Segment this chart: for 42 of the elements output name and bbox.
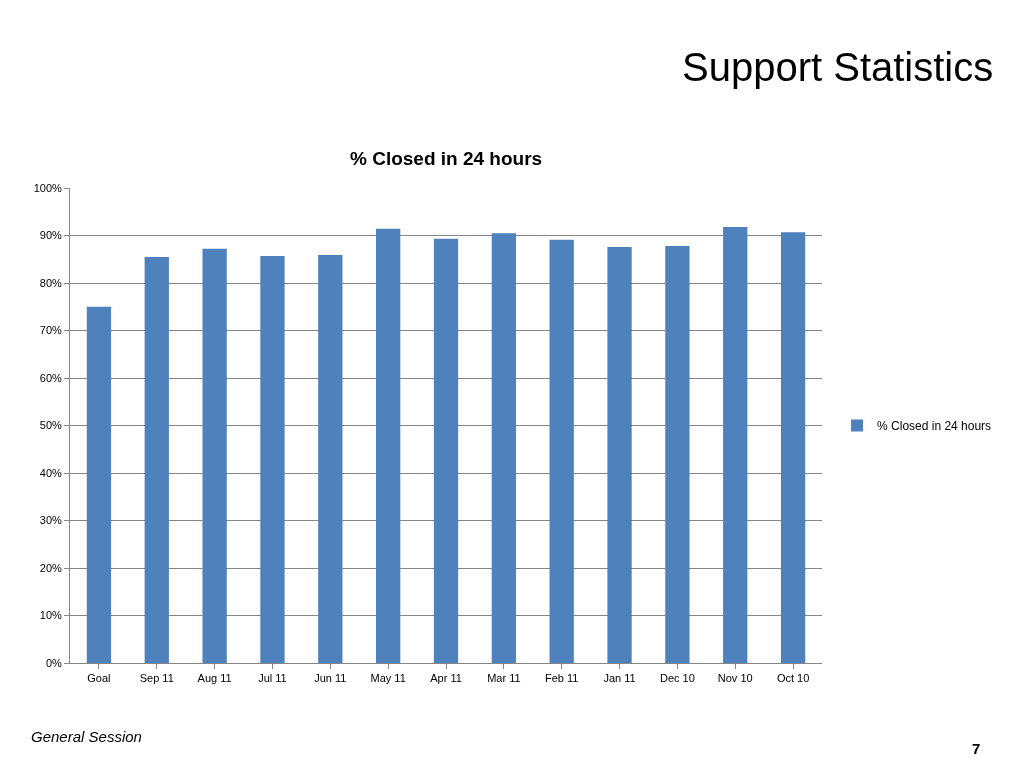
x-tick-label: Apr 11 (430, 672, 462, 685)
bar (318, 254, 343, 663)
bar (144, 256, 169, 663)
bar (491, 233, 516, 663)
chart-subtitle: % Closed in 24 hours (350, 148, 543, 169)
x-tick-label: Sep 11 (139, 672, 174, 685)
y-tick-label: 50% (39, 419, 62, 432)
bar (665, 245, 690, 663)
bar (260, 255, 285, 663)
y-tick-label: 100% (33, 181, 63, 194)
bar (780, 232, 806, 663)
bar (607, 246, 632, 663)
legend-label: % Closed in 24 hours (877, 419, 992, 434)
bar (723, 226, 748, 663)
text: 7 (972, 740, 981, 757)
x-tick-label: May 11 (370, 672, 406, 685)
y-tick-label: 10% (39, 609, 62, 622)
bar (433, 238, 459, 663)
y-tick-label: 30% (39, 514, 62, 527)
x-tick-label: Aug 11 (197, 672, 232, 685)
y-tick-label: 0% (45, 656, 63, 669)
text: General Session (31, 728, 142, 745)
y-tick-label: 20% (39, 561, 62, 574)
x-tick-label: Jan 11 (603, 672, 636, 685)
x-tick-label: Jun 11 (314, 672, 347, 685)
bar (549, 239, 574, 663)
x-tick-label: Goal (87, 672, 111, 685)
y-tick-label: 40% (39, 466, 62, 479)
x-tick-label: Nov 10 (717, 672, 753, 685)
bar (86, 306, 112, 663)
x-tick-label: Feb 11 (544, 672, 579, 685)
y-tick-label: 70% (39, 324, 62, 337)
x-tick-label: Jul 11 (258, 672, 287, 685)
chart-title: Support Statistics (682, 45, 994, 89)
y-tick-label: 90% (39, 229, 62, 242)
x-tick-label: Oct 10 (776, 672, 810, 685)
bar (376, 228, 401, 663)
y-tick-label: 80% (39, 276, 62, 289)
bar (202, 248, 227, 663)
x-tick-label: Dec 10 (659, 672, 695, 685)
x-tick-label: Mar 11 (487, 672, 521, 685)
y-tick-label: 60% (39, 371, 62, 384)
